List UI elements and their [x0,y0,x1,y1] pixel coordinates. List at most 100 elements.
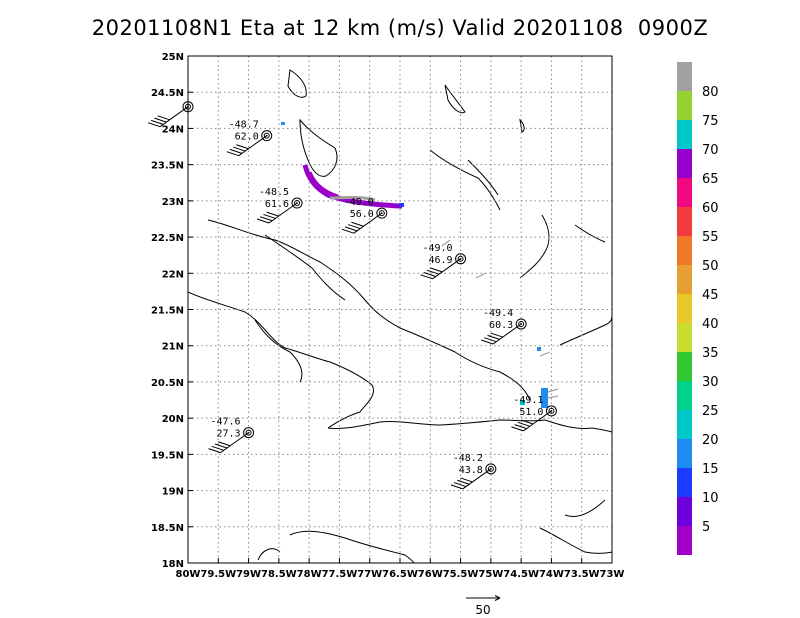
wind-barb-flag [453,482,467,488]
x-tick-label: 79.5W [200,569,236,580]
colorbar-label: 75 [702,114,719,129]
y-tick-label: 21.5N [151,306,184,317]
colorbar-label: 35 [702,346,719,361]
jamaica [289,530,415,563]
storm-symbol-inner [548,407,555,414]
wind-barb-flag [457,479,470,485]
bahamas-island-e [574,224,606,243]
south-coast-b [564,499,606,517]
y-tick-label: 20N [162,414,184,425]
wind-barb-flag [214,443,228,449]
y-tick-label: 23N [162,197,184,208]
y-tick-label: 24.5N [151,88,184,99]
storm-temp-label: -48.2 [453,453,483,464]
wind-barb-staff [268,202,298,224]
storm-symbol-icon [291,197,303,209]
colorbar-swatch [677,62,692,91]
colorbar-swatch [677,526,692,555]
colorbar-label: 40 [702,317,719,332]
x-tick-label: 79W [236,569,261,580]
storm-marker: -47.627.3 [208,417,255,454]
wind-barb-staff [492,323,522,345]
y-tick-label: 22.5N [151,233,184,244]
storm-speed-label: 62.0 [235,132,259,143]
colorbar-swatch [677,91,692,120]
storm-marker: -48.243.8 [450,453,497,490]
wind-barb-flag [460,477,473,483]
storm-symbol-inner [245,429,252,436]
colorbar-swatch [677,236,692,265]
wind-barb-flag [157,115,170,121]
wind-shading [281,122,559,408]
storm-symbol-icon [243,427,255,439]
hispaniola-north [559,314,612,346]
storm-symbol-icon [455,253,467,265]
wind-barb-flag [260,216,273,222]
storm-symbol-inner [487,465,494,472]
x-tick-label: 74W [539,569,564,580]
graticule-grid [188,56,612,563]
wind-barb-flag [450,484,464,490]
y-tick-label: 18.5N [151,523,184,534]
wind-barb-staff [432,258,461,280]
storm-symbol-inner [185,103,191,110]
storm-speed-label: 61.6 [265,199,289,210]
wind-barb-flag [423,272,436,277]
wind-barb-flag [208,448,221,454]
bahamas-island-d [519,214,550,279]
y-tick-label: 22N [162,269,184,280]
colorbar-label: 80 [702,85,719,100]
wind-barb-flag [341,228,354,234]
x-tick-label: 75.5W [443,569,479,580]
colorbar-swatch [677,468,692,497]
storm-temp-label: -49.0 [344,197,374,208]
storm-symbol-icon [485,463,497,475]
x-axis: 80W 79.5W 79W 78.5W 78W 77.5W 77W 76.5W 76W 75.5W… [176,558,625,580]
storm-marker: -48.762.0 [226,120,273,157]
storm-marker: -49.046.9 [420,243,467,280]
wind-barb-staff [238,135,268,157]
colorbar-label: 25 [702,404,719,419]
storm-symbol-inner [457,255,464,262]
colorbar-label: 10 [702,491,719,506]
storm-marker: -49.151.0 [511,395,557,432]
colorbar-swatch [677,120,692,149]
x-tick-label: 76.5W [382,569,418,580]
storm-track-markers: -48.762.0-48.561.6 -49.056.0-49.046.9-49.… [147,101,557,490]
wind-barb-flag [487,334,500,340]
wind-barb-flag [351,221,364,227]
storm-symbol-icon [261,130,273,142]
storm-temp-label: -48.5 [259,187,289,198]
y-tick-label: 19.5N [151,450,184,461]
colorbar-label: 30 [702,375,719,390]
colorbar-swatch [677,410,692,439]
hispaniola-south [539,527,612,554]
storm-symbol-icon [545,405,557,417]
storm-symbol-icon [182,101,194,113]
colorbar-label: 50 [702,259,719,274]
x-tick-label: 76W [418,569,443,580]
wind-barb-flag [484,337,497,343]
wind-barb-flag [232,146,246,152]
colorbar-swatch [677,439,692,468]
y-axis: 25N 24.5N 24N 23.5N 23N 22.5N 22N 21.5N 21N 20.5N… [151,52,193,570]
storm-temp-label: -49.0 [422,243,452,254]
bahamas-island-a [287,69,307,98]
vector-legend-label: 50 [475,603,490,617]
storm-marker: -48.561.6 [256,187,303,224]
wind-barb-flag [256,218,270,224]
colorbar-label: 45 [702,288,719,303]
x-tick-label: 73W [600,569,625,580]
wind-barb-flag [430,267,443,273]
map-title: 20201108N1 Eta at 12 km (m/s) Valid 2020… [91,16,709,40]
y-tick-label: 23.5N [151,161,184,172]
wind-barb-flag [218,441,231,447]
wind-barb-flag [514,424,527,430]
y-tick-label: 21N [162,342,184,353]
x-tick-label: 78W [297,569,322,580]
wind-barb-flag [147,122,161,128]
storm-temp-label: -49.1 [513,395,543,406]
wind-barb-flag [229,148,243,154]
x-tick-label: 78.5W [261,569,297,580]
colorbar-swatch [677,207,692,236]
